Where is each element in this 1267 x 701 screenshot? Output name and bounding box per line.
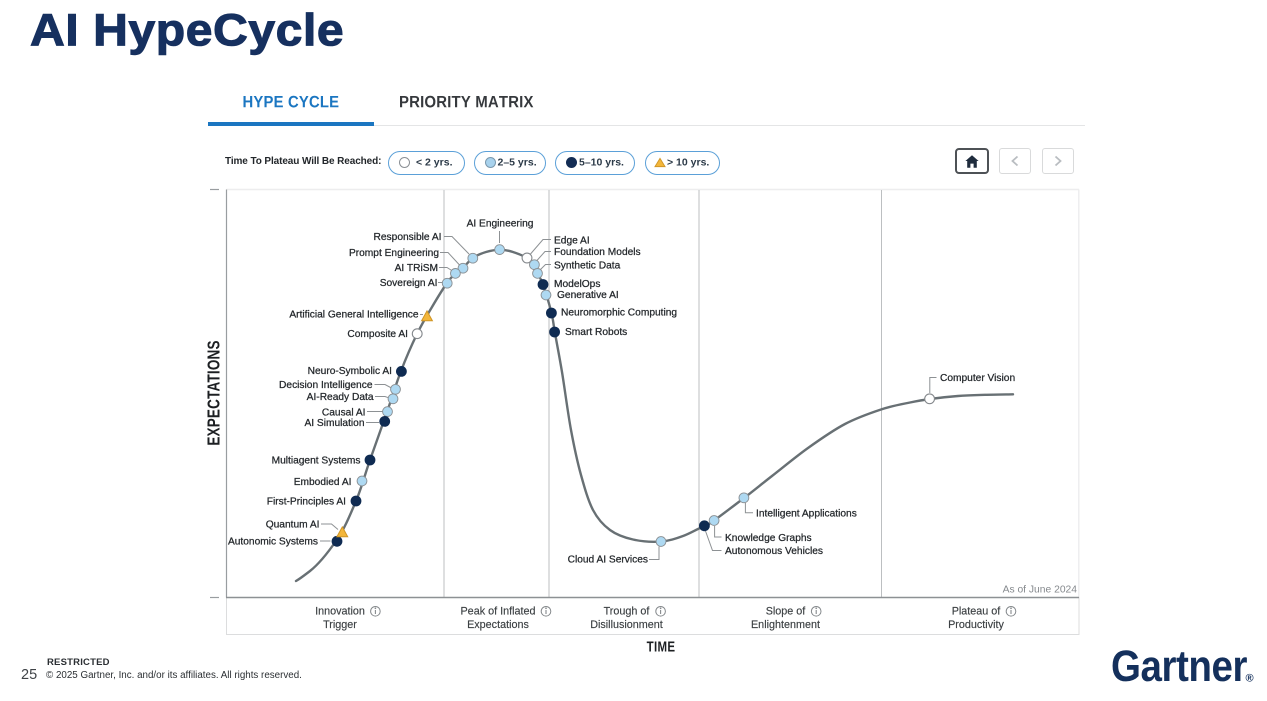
svg-text:> 10 yrs.: > 10 yrs. [667,157,709,169]
svg-text:< 2 yrs.: < 2 yrs. [416,157,453,169]
svg-text:Cloud AI Services: Cloud AI Services [568,555,648,566]
svg-text:Synthetic Data: Synthetic Data [554,260,621,271]
svg-text:AI TRiSM: AI TRiSM [395,263,438,274]
svg-text:Artificial General Intelligenc: Artificial General Intelligence [289,309,418,320]
svg-text:Foundation Models: Foundation Models [554,247,641,258]
svg-text:Causal AI: Causal AI [322,407,366,418]
svg-text:Generative AI: Generative AI [557,290,619,301]
svg-text:First-Principles AI: First-Principles AI [267,497,346,508]
svg-text:Multiagent Systems: Multiagent Systems [272,456,361,467]
svg-text:Slope of: Slope of [766,606,807,618]
svg-text:Intelligent Applications: Intelligent Applications [756,509,857,520]
svg-text:2–5 yrs.: 2–5 yrs. [498,157,537,169]
svg-text:EXPECTATIONS: EXPECTATIONS [205,340,224,445]
svg-text:Expectations: Expectations [467,619,529,631]
svg-text:Plateau of: Plateau of [952,606,1002,618]
svg-text:Responsible AI: Responsible AI [374,232,442,243]
svg-text:Autonomous Vehicles: Autonomous Vehicles [725,546,823,557]
svg-text:Quantum AI: Quantum AI [266,520,320,531]
svg-text:AI-Ready Data: AI-Ready Data [307,392,374,403]
svg-text:TIME: TIME [647,638,676,655]
svg-text:AI Simulation: AI Simulation [304,418,364,429]
svg-text:Sovereign AI: Sovereign AI [380,278,438,289]
svg-text:Prompt Engineering: Prompt Engineering [349,248,439,259]
svg-text:Embodied AI: Embodied AI [294,477,352,488]
svg-text:Innovation: Innovation [315,606,365,618]
svg-text:Productivity: Productivity [948,619,1004,631]
svg-text:Neuro-Symbolic AI: Neuro-Symbolic AI [308,366,392,377]
svg-text:Knowledge Graphs: Knowledge Graphs [725,533,812,544]
svg-text:Trigger: Trigger [323,619,357,631]
svg-text:Disillusionment: Disillusionment [590,619,663,631]
svg-text:Edge AI: Edge AI [554,235,590,246]
svg-text:Decision Intelligence: Decision Intelligence [279,380,373,391]
svg-text:Peak of Inflated: Peak of Inflated [460,606,535,618]
svg-text:AI Engineering: AI Engineering [467,219,534,230]
svg-text:ModelOps: ModelOps [554,279,600,290]
svg-text:Neuromorphic Computing: Neuromorphic Computing [561,308,677,319]
svg-text:Smart Robots: Smart Robots [565,327,627,338]
svg-text:Computer Vision: Computer Vision [940,373,1015,384]
svg-text:Enlightenment: Enlightenment [751,619,820,631]
svg-text:Autonomic Systems: Autonomic Systems [228,537,318,548]
svg-text:Trough of: Trough of [604,606,651,618]
svg-text:As of June 2024: As of June 2024 [1003,585,1078,596]
svg-text:5–10 yrs.: 5–10 yrs. [579,157,624,169]
svg-text:Composite AI: Composite AI [347,329,408,340]
